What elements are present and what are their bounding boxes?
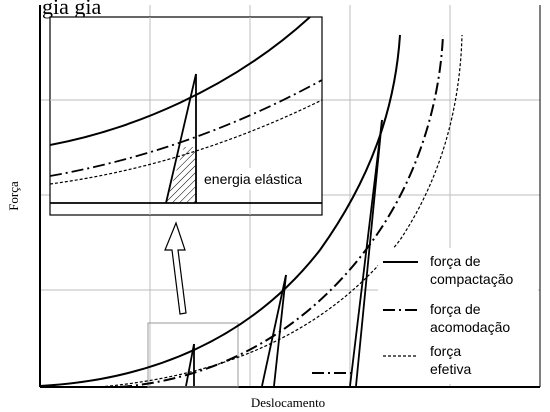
cycle-3-rise (349, 119, 383, 387)
cycle-2 (261, 274, 287, 387)
inset-compaction-curve (50, 17, 311, 146)
inset-effective-curve (50, 99, 322, 185)
cycle-3-drop (355, 119, 383, 387)
legend-compaction-line1: força de (430, 253, 481, 269)
y-axis-label: Força (6, 181, 21, 211)
elastic-energy-label: energia elástica (204, 171, 302, 187)
cycle-3 (349, 119, 383, 387)
cycle-1-rise (185, 343, 195, 387)
compaction-force-curve (40, 34, 401, 387)
legend: força de compactação força de acomodação… (378, 248, 538, 384)
x-axis-label: Deslocamento (251, 395, 325, 410)
zoom-arrow-shape (164, 221, 187, 315)
legend-accommodation-line2: acomodação (430, 319, 510, 335)
cycle-2-drop (273, 274, 287, 387)
zoom-region-box (147, 322, 239, 388)
legend-bg (378, 248, 538, 384)
elastic-energy-area (166, 147, 196, 203)
legend-item-effective: força efetiva (383, 343, 471, 377)
legend-item-accommodation: força de acomodação (383, 301, 510, 335)
legend-accommodation-line1: força de (430, 301, 481, 317)
legend-compaction-line2: compactação (430, 271, 513, 287)
inset-panel: energia elástica (49, 16, 323, 216)
inset-cycle-rise (165, 73, 197, 204)
top-heading-fragment: gia gia (42, 0, 101, 19)
inset-label-bg (201, 168, 319, 190)
legend-item-compaction: força de compactação (383, 253, 513, 287)
cycle-1 (185, 343, 195, 387)
cycle-2-rise (261, 274, 287, 387)
zoom-arrow (164, 221, 187, 315)
legend-effective-line1: força (430, 343, 461, 359)
inset-accommodation-curve (50, 79, 322, 177)
legend-effective-line2: efetiva (430, 361, 471, 377)
